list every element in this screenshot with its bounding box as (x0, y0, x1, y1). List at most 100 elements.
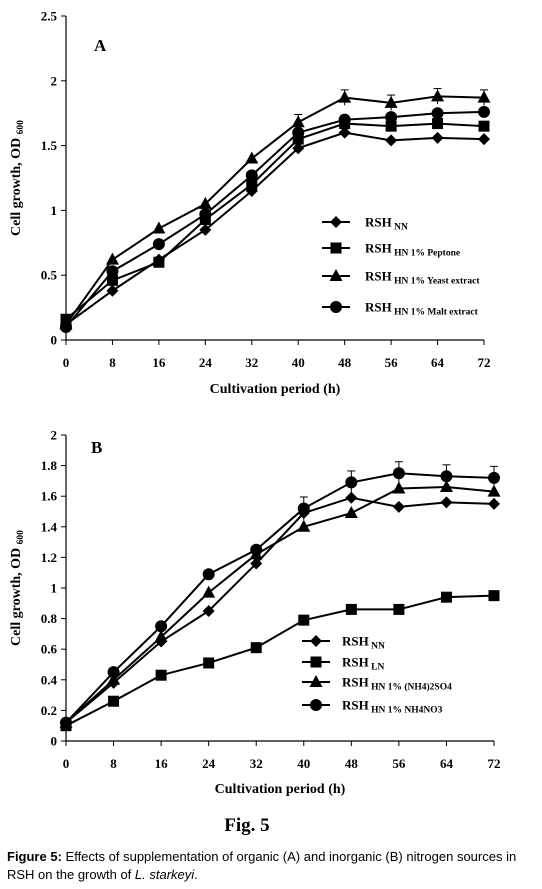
legend-label: RSH HN 1% Malt extract (365, 300, 479, 318)
x-tick-label: 24 (199, 355, 213, 370)
series-line (65, 486, 495, 724)
y-tick-label: 2.5 (41, 9, 58, 24)
data-point (344, 506, 358, 519)
legend-label: RSH HN 1% (NH4)2SO4 (342, 675, 452, 693)
y-tick-label: 1.2 (41, 550, 57, 565)
x-tick-label: 24 (202, 756, 216, 771)
x-tick-label: 56 (385, 355, 399, 370)
data-point (291, 115, 305, 128)
caption-species: L. starkeyi (134, 867, 195, 882)
legend-item: RSH LN (302, 655, 384, 673)
legend-marker (310, 635, 322, 647)
x-tick-label: 8 (110, 756, 117, 771)
data-point (392, 467, 405, 480)
x-tick-label: 32 (245, 355, 258, 370)
series-line (65, 496, 495, 724)
data-point (488, 497, 500, 510)
y-tick-label: 0.2 (41, 703, 57, 718)
data-point (152, 238, 165, 251)
panel-label: B (91, 438, 102, 457)
data-point (106, 265, 119, 278)
legend-item: RSH HN 1% Yeast extract (322, 269, 480, 287)
x-tick-label: 56 (392, 756, 406, 771)
legend-item: RSH HN 1% (NH4)2SO4 (302, 675, 452, 693)
y-tick-label: 1 (51, 581, 58, 596)
x-tick-label: 64 (440, 756, 454, 771)
series-line (65, 110, 485, 328)
y-tick-label: 0.6 (41, 642, 58, 657)
data-point (338, 90, 352, 103)
caption-text: Effects of supplementation of organic (A… (7, 849, 517, 882)
figure-caption: Figure 5: Effects of supplementation of … (7, 848, 542, 884)
data-point (155, 669, 167, 681)
data-point (431, 131, 444, 144)
x-tick-label: 72 (478, 355, 491, 370)
data-point (431, 89, 445, 102)
data-point (297, 519, 311, 532)
data-point (384, 95, 398, 108)
data-point (250, 642, 262, 654)
legend-marker (330, 242, 342, 254)
data-point (297, 502, 310, 515)
data-point (488, 590, 500, 602)
y-tick-label: 1.5 (41, 138, 58, 153)
caption-end: . (194, 867, 198, 882)
y-tick-label: 1.8 (41, 458, 58, 473)
legend-item: RSH HN 1% Malt extract (322, 300, 479, 318)
data-point (152, 221, 166, 234)
y-tick-label: 2 (51, 73, 58, 88)
figure-label: Fig. 5 (224, 815, 269, 836)
x-tick-label: 0 (63, 756, 70, 771)
y-tick-label: 0 (51, 333, 58, 348)
x-tick-label: 0 (63, 355, 70, 370)
x-tick-label: 16 (152, 355, 166, 370)
legend-label: RSH HN 1% Yeast extract (365, 269, 480, 287)
data-point (345, 491, 358, 504)
data-point (477, 90, 491, 103)
x-tick-label: 40 (297, 756, 310, 771)
data-point (487, 484, 501, 497)
data-point (107, 672, 121, 685)
x-tick-label: 48 (345, 756, 359, 771)
data-point (250, 557, 263, 570)
legend: RSH NN RSH HN 1% Peptone RSH HN 1% Yeast e… (322, 215, 480, 318)
x-tick-label: 72 (488, 756, 501, 771)
series-line (65, 594, 495, 727)
data-point (292, 126, 305, 139)
y-tick-label: 0.8 (41, 611, 58, 626)
series-line (65, 472, 495, 724)
data-point (199, 208, 212, 221)
data-point (203, 657, 215, 669)
panel-label: A (94, 36, 107, 55)
y-axis-label: Cell growth, OD 600 (9, 120, 26, 236)
data-point (393, 603, 405, 615)
data-point (60, 716, 72, 729)
legend: RSH NN RSH LN RSH HN 1% (NH4)2SO4 RSH HN 1%… (302, 634, 452, 716)
series-diamond (60, 491, 500, 729)
legend-item: RSH NN (302, 634, 385, 652)
data-point (385, 111, 398, 124)
data-point (292, 133, 304, 145)
data-point (199, 223, 212, 236)
x-tick-label: 16 (155, 756, 169, 771)
data-point (440, 470, 453, 483)
caption-label: Figure 5: (7, 849, 62, 864)
y-tick-label: 0.4 (41, 672, 58, 687)
data-point (392, 500, 405, 513)
series-line (65, 122, 485, 321)
data-point (440, 496, 453, 509)
data-point (250, 543, 263, 556)
data-point (202, 585, 216, 598)
data-point (478, 133, 490, 146)
data-point (60, 321, 72, 334)
chart-panel-b: 0 0.2 0.4 0.6 0.8 1 1.2 1.4 1.6 1.8 2 0 8 16 24 32 40 48 5… (9, 428, 501, 797)
legend-item: RSH HN 1% Peptone (322, 241, 460, 259)
x-tick-label: 40 (292, 355, 305, 370)
data-point (292, 142, 305, 155)
data-point (106, 274, 118, 286)
legend-label: RSH LN (342, 655, 384, 673)
data-point (153, 256, 165, 268)
y-tick-label: 1.6 (41, 489, 58, 504)
legend-marker (330, 216, 342, 228)
series-circle (60, 105, 490, 334)
